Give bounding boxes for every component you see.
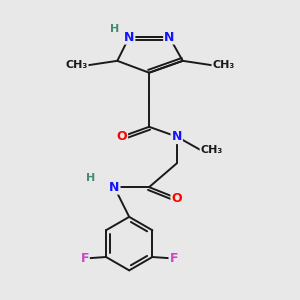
Text: N: N (124, 31, 134, 44)
Text: H: H (86, 173, 95, 183)
Text: O: O (116, 130, 127, 143)
Text: F: F (169, 252, 178, 265)
Text: CH₃: CH₃ (65, 60, 88, 70)
Text: N: N (109, 181, 119, 194)
Text: CH₃: CH₃ (200, 145, 223, 155)
Text: O: O (171, 192, 182, 205)
Text: H: H (110, 24, 119, 34)
Text: N: N (164, 31, 175, 44)
Text: N: N (172, 130, 182, 143)
Text: F: F (80, 252, 89, 265)
Text: CH₃: CH₃ (212, 60, 235, 70)
